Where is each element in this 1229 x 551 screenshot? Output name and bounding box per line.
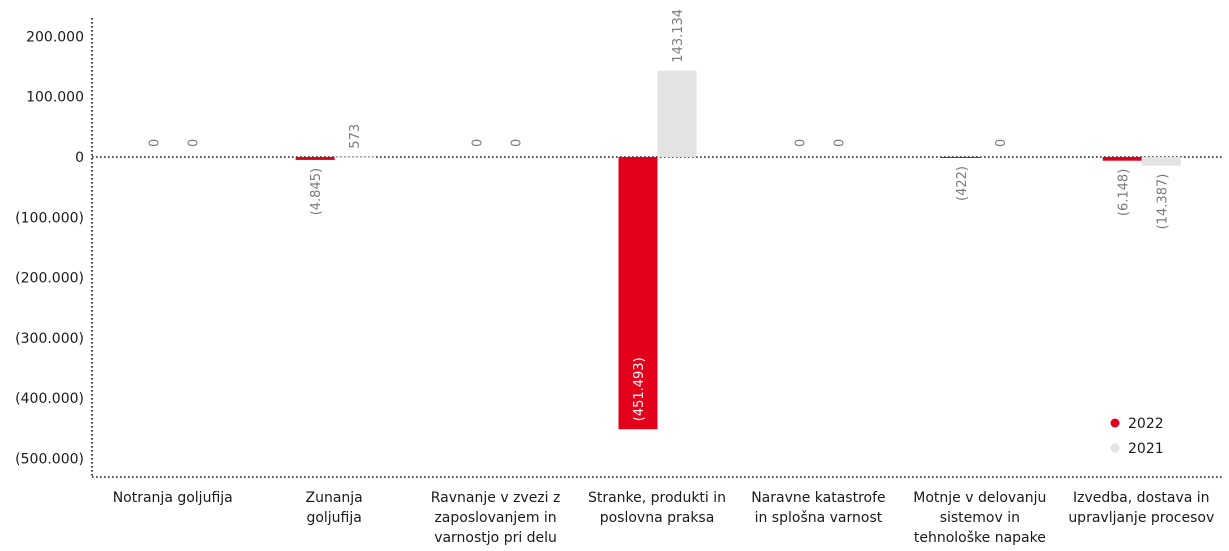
category-label: poslovna praksa bbox=[600, 510, 715, 526]
category-label: Notranja goljufija bbox=[113, 490, 233, 506]
data-label-2021: 0 bbox=[994, 139, 1009, 147]
data-label-2022: 0 bbox=[471, 139, 486, 147]
category-label: Motnje v delovanju bbox=[913, 490, 1046, 506]
category-labels: Notranja goljufija Zunanja goljufija Ravnan… bbox=[113, 490, 1215, 546]
data-label-2021: 143.134 bbox=[671, 9, 686, 63]
data-label-2021: 0 bbox=[832, 139, 847, 147]
data-label-2022: (451.493) bbox=[632, 357, 647, 421]
category-label: goljufija bbox=[306, 510, 361, 526]
category-label: Stranke, produkti in bbox=[588, 490, 726, 506]
category-label: upravljanje procesov bbox=[1068, 510, 1214, 526]
data-labels: 0 0 (4.845) 573 0 0 (451.493) 143.134 0 0 (422) 0 (6… bbox=[148, 9, 1171, 421]
y-tick-label: 200.000 bbox=[26, 29, 84, 45]
y-axis-ticks: 200.000 100.000 0 (100.000) (200.000) (300.00… bbox=[15, 29, 84, 467]
category-label: sistemov in bbox=[940, 510, 1020, 526]
data-label-2022: 0 bbox=[148, 139, 163, 147]
category-label: Zunanja bbox=[306, 490, 363, 506]
bar-2022 bbox=[295, 157, 335, 160]
data-label-2022: 0 bbox=[793, 139, 808, 147]
legend-swatch-2022 bbox=[1110, 418, 1120, 428]
data-label-2021: 0 bbox=[187, 139, 202, 147]
data-label-2021: (14.387) bbox=[1155, 174, 1170, 230]
legend: 2022 2021 bbox=[1110, 416, 1164, 457]
bars bbox=[295, 70, 1181, 430]
legend-label-2022: 2022 bbox=[1128, 416, 1164, 432]
data-label-2022: (6.148) bbox=[1116, 169, 1131, 216]
y-tick-label: (500.000) bbox=[15, 452, 84, 468]
data-label-2022: (422) bbox=[955, 166, 970, 201]
category-label: zaposlovanjem in bbox=[434, 510, 556, 526]
category-label: Naravne katastrofe bbox=[751, 490, 885, 506]
y-tick-label: 0 bbox=[75, 150, 84, 166]
y-tick-label: (200.000) bbox=[15, 271, 84, 287]
y-tick-label: (300.000) bbox=[15, 331, 84, 347]
category-label: Izvedba, dostava in bbox=[1073, 490, 1210, 506]
data-label-2021: 0 bbox=[510, 139, 525, 147]
bar-2021 bbox=[657, 70, 697, 157]
bar-2021 bbox=[334, 156, 374, 158]
bar-2022 bbox=[618, 157, 658, 430]
bar-2022 bbox=[941, 157, 981, 158]
legend-label-2021: 2021 bbox=[1128, 441, 1164, 457]
y-tick-label: (400.000) bbox=[15, 391, 84, 407]
legend-swatch-2021 bbox=[1110, 443, 1120, 453]
data-label-2021: 573 bbox=[348, 124, 363, 149]
category-label: tehnološke napake bbox=[914, 530, 1046, 546]
category-label: in splošna varnost bbox=[755, 510, 883, 526]
category-label: varnostjo pri delu bbox=[434, 530, 557, 546]
y-tick-label: 100.000 bbox=[26, 90, 84, 106]
data-label-2022: (4.845) bbox=[309, 168, 324, 215]
bar-2021 bbox=[1141, 157, 1181, 166]
bar-2022 bbox=[1102, 157, 1142, 161]
y-tick-label: (100.000) bbox=[15, 210, 84, 226]
category-label: Ravnanje v zvezi z bbox=[431, 490, 561, 506]
